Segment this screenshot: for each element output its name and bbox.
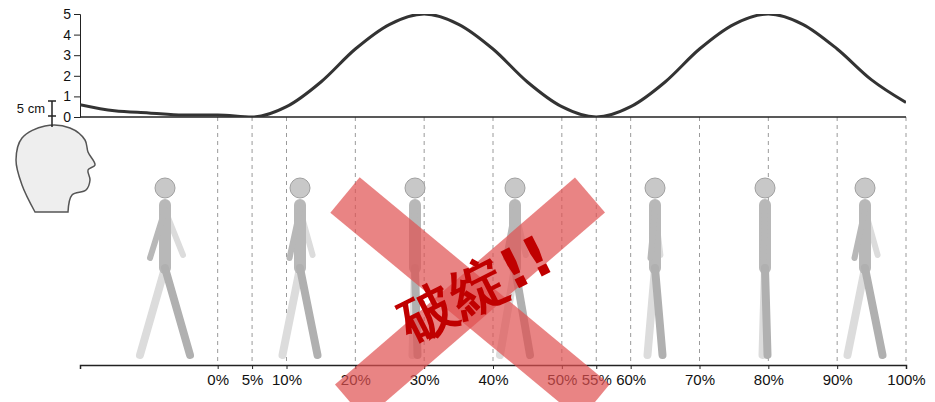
near-arm — [651, 210, 656, 258]
y-tick-label: 2 — [63, 68, 71, 84]
scale-bracket — [48, 101, 56, 127]
near-arm — [290, 210, 301, 258]
figure-head — [855, 178, 875, 198]
walking-figure — [283, 178, 318, 355]
x-tick-mark — [252, 365, 253, 369]
y-tick-mark — [74, 117, 80, 118]
x-tick: 40% — [478, 365, 508, 388]
bracket-line — [51, 101, 53, 116]
cross-mark — [345, 195, 595, 402]
torso — [649, 205, 661, 268]
x-tick: 90% — [823, 365, 853, 388]
x-tick-label: 90% — [823, 371, 853, 388]
y-tick: 5 — [63, 6, 80, 22]
far-leg — [283, 268, 301, 355]
y-tick: 4 — [63, 27, 80, 43]
failure-label: 破綻!! — [387, 222, 564, 355]
grid-line — [630, 117, 631, 365]
cross-stroke — [345, 195, 595, 402]
bracket-line — [48, 100, 56, 102]
y-tick-mark — [74, 76, 80, 77]
near-arm — [855, 210, 866, 258]
figure-head — [645, 178, 665, 198]
grid-line — [596, 117, 597, 365]
x-tick-label: 40% — [478, 371, 508, 388]
x-tick-mark — [287, 365, 288, 369]
near-leg — [765, 268, 768, 355]
y-tick-label: 1 — [63, 88, 71, 104]
x-tick: 70% — [685, 365, 715, 388]
y-tick: 1 — [63, 88, 80, 104]
grid-line — [837, 117, 838, 365]
x-tick: 100% — [887, 365, 925, 388]
x-tick-mark — [700, 365, 701, 369]
x-tick-mark — [493, 365, 494, 369]
x-tick: 80% — [754, 365, 784, 388]
x-tick-label: 0% — [207, 371, 229, 388]
near-arm — [150, 210, 165, 258]
far-leg — [848, 268, 866, 355]
near-leg — [655, 268, 663, 355]
near-leg — [300, 268, 318, 355]
y-axis: 0 1 2 3 4 5 — [63, 6, 80, 125]
x-tick-label: 80% — [754, 371, 784, 388]
y-axis-line — [74, 15, 81, 118]
figure-head — [755, 178, 775, 198]
scale-label: 5 cm — [17, 101, 45, 116]
x-tick: 5% — [242, 365, 264, 388]
figure-head — [505, 178, 525, 198]
walking-figure — [848, 178, 883, 355]
y-tick: 3 — [63, 47, 80, 63]
y-tick-mark — [74, 14, 80, 15]
y-tick-mark — [74, 35, 80, 36]
grid-line — [699, 117, 700, 365]
x-tick-mark — [596, 365, 597, 369]
y-tick-label: 0 — [63, 109, 71, 125]
walking-figure — [755, 178, 775, 355]
x-tick: 60% — [616, 365, 646, 388]
x-tick-label: 60% — [616, 371, 646, 388]
grid-line — [252, 117, 253, 365]
zero-line — [80, 116, 906, 118]
walking-figure — [140, 178, 190, 355]
x-tick: 0% — [207, 365, 229, 388]
x-axis: 0%5%10%20%30%40%50%55%60%70%80%90%100% — [81, 365, 926, 388]
grid-line — [906, 117, 907, 365]
x-tick-label: 70% — [685, 371, 715, 388]
plot-area — [80, 14, 906, 117]
x-tick-mark — [218, 365, 219, 369]
near-leg — [165, 268, 190, 355]
x-tick-mark — [837, 365, 838, 369]
head-height-curve — [80, 14, 906, 117]
figure-head — [405, 178, 425, 198]
x-tick-mark — [631, 365, 632, 369]
near-arm — [764, 210, 766, 258]
y-tick-label: 5 — [63, 6, 71, 22]
figure-head — [290, 178, 310, 198]
figure-head — [155, 178, 175, 198]
y-tick: 2 — [63, 68, 80, 84]
x-axis-line — [81, 366, 907, 370]
x-tick-mark — [768, 365, 769, 369]
chart: 5 cm0123450%5%10%20%30%40%50%55%60%70%80… — [0, 0, 935, 402]
x-tick-label: 10% — [272, 371, 302, 388]
x-tick-mark — [906, 365, 907, 369]
y-tick-label: 4 — [63, 27, 71, 43]
cross-stroke — [350, 195, 590, 402]
torso — [759, 205, 771, 268]
grid-line — [355, 117, 356, 365]
grid-line — [217, 117, 218, 365]
y-tick-label: 3 — [63, 47, 71, 63]
y-tick-mark — [74, 55, 80, 56]
y-tick: 0 — [63, 109, 80, 125]
x-tick-label: 100% — [887, 371, 925, 388]
walking-figure — [645, 178, 665, 355]
x-tick-label: 5% — [242, 371, 264, 388]
near-leg — [865, 268, 883, 355]
x-tick: 10% — [272, 365, 302, 388]
far-leg — [140, 268, 165, 355]
bracket-line — [51, 116, 53, 127]
head-profile — [16, 125, 95, 212]
y-tick-mark — [74, 96, 80, 97]
